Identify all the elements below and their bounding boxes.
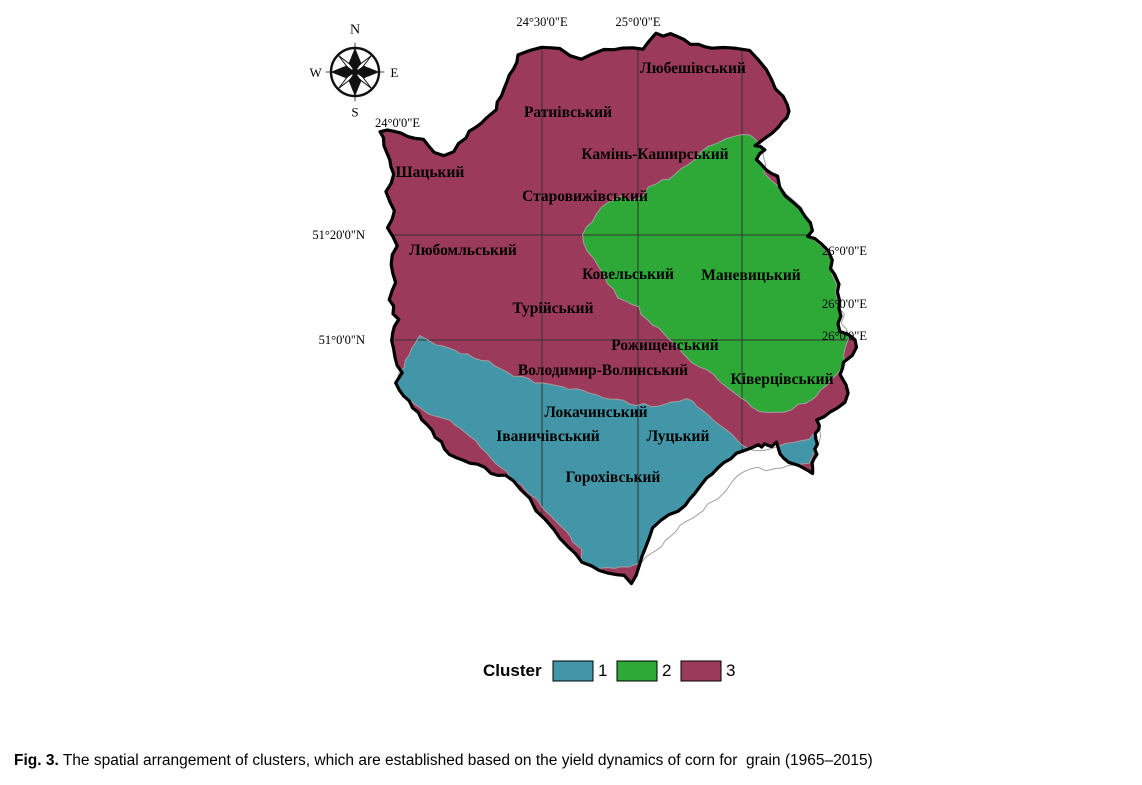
- svg-text:Ратнівський: Ратнівський: [524, 104, 612, 121]
- svg-text:Турійський: Турійський: [512, 300, 593, 317]
- svg-text:26°0'0"E: 26°0'0"E: [822, 297, 867, 311]
- svg-text:Камінь-Каширський: Камінь-Каширський: [581, 146, 728, 163]
- svg-text:Шацький: Шацький: [396, 164, 465, 181]
- svg-text:S: S: [351, 104, 358, 119]
- svg-text:3: 3: [726, 661, 735, 680]
- svg-text:51°0'0"N: 51°0'0"N: [319, 333, 365, 347]
- svg-text:Горохівський: Горохівський: [566, 469, 661, 486]
- svg-text:Ковельський: Ковельський: [582, 266, 674, 283]
- svg-text:W: W: [310, 65, 323, 80]
- svg-text:Локачинський: Локачинський: [544, 404, 647, 421]
- svg-text:2: 2: [662, 661, 671, 680]
- svg-text:Луцький: Луцький: [647, 428, 710, 445]
- svg-text:Маневицький: Маневицький: [701, 267, 800, 284]
- svg-text:26°0'0"E: 26°0'0"E: [822, 329, 867, 343]
- svg-text:26°0'0"E: 26°0'0"E: [822, 244, 867, 258]
- svg-text:Ківерцівський: Ківерцівський: [730, 371, 833, 388]
- svg-text:Іваничівський: Іваничівський: [496, 428, 600, 445]
- svg-text:N: N: [350, 23, 360, 38]
- svg-text:24°0'0"E: 24°0'0"E: [375, 116, 420, 130]
- svg-text:Володимир-Волинський: Володимир-Волинський: [518, 362, 688, 379]
- svg-text:E: E: [390, 65, 398, 80]
- svg-text:Рожищенський: Рожищенський: [611, 337, 718, 354]
- svg-text:Любомльський: Любомльський: [409, 242, 517, 259]
- svg-text:Старовижівський: Старовижівський: [522, 188, 648, 205]
- svg-text:Любешівський: Любешівський: [640, 60, 746, 77]
- svg-text:Cluster: Cluster: [483, 661, 542, 680]
- svg-text:1: 1: [598, 661, 607, 680]
- svg-text:25°0'0"E: 25°0'0"E: [616, 15, 661, 29]
- svg-text:51°20'0"N: 51°20'0"N: [312, 228, 365, 242]
- svg-text:24°30'0"E: 24°30'0"E: [516, 15, 568, 29]
